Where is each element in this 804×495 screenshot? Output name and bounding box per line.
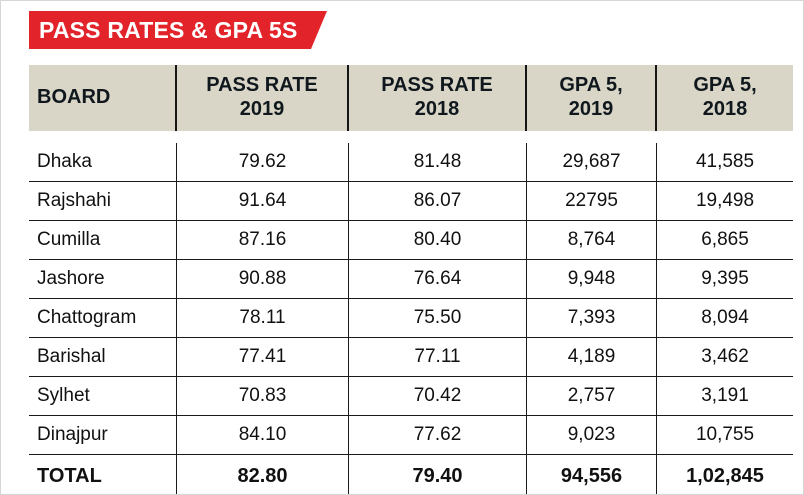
- board-name-cell: Barishal: [29, 338, 177, 376]
- table-row: Rajshahi 91.64 86.07 22795 19,498: [29, 182, 793, 221]
- gpa5-2018-cell: 1,02,845: [686, 464, 764, 487]
- pass-rate-2019-cell: 78.11: [177, 299, 349, 337]
- gpa5-2018-cell: 3,462: [701, 346, 749, 367]
- column-header-board: BOARD: [29, 65, 177, 131]
- column-header-label: PASS RATE: [381, 74, 493, 97]
- gpa5-2019-cell: 2,757: [527, 377, 657, 415]
- table-row: Barishal 77.41 77.11 4,189 3,462: [29, 338, 793, 377]
- title-banner: PASS RATES & GPA 5S: [29, 11, 327, 49]
- page-title: PASS RATES & GPA 5S: [39, 16, 298, 43]
- column-header-label: PASS RATE: [206, 74, 318, 97]
- table-row: Dhaka 79.62 81.48 29,687 41,585: [29, 143, 793, 182]
- column-header-label: 2019: [568, 98, 614, 120]
- gpa5-2018-cell: 8,094: [701, 307, 749, 328]
- column-header-gpa5-2019: GPA 5, 2019: [527, 65, 657, 131]
- gpa5-2018-cell: 41,585: [695, 151, 755, 172]
- gpa5-2019-cell: 22795: [527, 182, 657, 220]
- pass-rate-2018-cell: 77.11: [349, 338, 527, 376]
- board-name-cell: Chattogram: [29, 299, 177, 337]
- pass-rate-2018-cell: 80.40: [349, 221, 527, 259]
- gpa5-2019-cell: 94,556: [527, 455, 657, 494]
- column-header-pass-rate-2019: PASS RATE 2019: [177, 65, 349, 131]
- pass-rate-2018-cell: 79.40: [349, 455, 527, 494]
- board-name-cell: Rajshahi: [29, 182, 177, 220]
- gpa5-2018-cell: 6,865: [701, 229, 749, 250]
- table-row: Dinajpur 84.10 77.62 9,023 10,755: [29, 416, 793, 455]
- pass-rates-table: BOARD PASS RATE 2019 PASS RATE 2018 GPA …: [29, 65, 793, 494]
- gpa5-2019-cell: 9,023: [527, 416, 657, 454]
- gpa5-2018-cell: 9,395: [701, 268, 749, 289]
- board-name-cell: Cumilla: [29, 221, 177, 259]
- column-header-pass-rate-2018: PASS RATE 2018: [349, 65, 527, 131]
- gpa5-2018-cell: 19,498: [695, 190, 755, 211]
- pass-rate-2019-cell: 79.62: [177, 143, 349, 181]
- pass-rate-2018-cell: 81.48: [349, 143, 527, 181]
- column-header-label: 2018: [702, 98, 748, 120]
- pass-rate-2018-cell: 75.50: [349, 299, 527, 337]
- table-row: Chattogram 78.11 75.50 7,393 8,094: [29, 299, 793, 338]
- gpa5-2019-cell: 7,393: [527, 299, 657, 337]
- gpa5-2019-cell: 8,764: [527, 221, 657, 259]
- board-name-cell: Dhaka: [29, 143, 177, 181]
- table-row: Sylhet 70.83 70.42 2,757 3,191: [29, 377, 793, 416]
- pass-rate-2019-cell: 87.16: [177, 221, 349, 259]
- pass-rate-2019-cell: 70.83: [177, 377, 349, 415]
- gpa5-2018-cell: 10,755: [695, 424, 755, 445]
- table-body: Dhaka 79.62 81.48 29,687 41,585 Rajshahi…: [29, 143, 793, 494]
- pass-rate-2019-cell: 84.10: [177, 416, 349, 454]
- pass-rate-2019-cell: 77.41: [177, 338, 349, 376]
- pass-rate-2018-cell: 86.07: [349, 182, 527, 220]
- gpa5-2019-cell: 29,687: [527, 143, 657, 181]
- column-header-gpa5-2018: GPA 5, 2018: [657, 65, 793, 131]
- column-header-label: BOARD: [37, 86, 111, 109]
- column-header-label: GPA 5,: [693, 74, 757, 97]
- gpa5-2019-cell: 4,189: [527, 338, 657, 376]
- pass-rate-2019-cell: 82.80: [177, 455, 349, 494]
- gpa5-2019-cell: 9,948: [527, 260, 657, 298]
- gpa5-2018-cell: 3,191: [701, 385, 749, 406]
- column-header-label: GPA 5,: [559, 74, 623, 97]
- pass-rate-2019-cell: 91.64: [177, 182, 349, 220]
- board-name-cell: Jashore: [29, 260, 177, 298]
- table-total-row: TOTAL 82.80 79.40 94,556 1,02,845: [29, 455, 793, 494]
- pass-rate-2018-cell: 76.64: [349, 260, 527, 298]
- table-row: Jashore 90.88 76.64 9,948 9,395: [29, 260, 793, 299]
- table-row: Cumilla 87.16 80.40 8,764 6,865: [29, 221, 793, 260]
- board-name-cell: Sylhet: [29, 377, 177, 415]
- pass-rate-2018-cell: 77.62: [349, 416, 527, 454]
- column-header-label: 2019: [239, 98, 285, 120]
- pass-rate-2018-cell: 70.42: [349, 377, 527, 415]
- board-name-cell: TOTAL: [29, 455, 177, 494]
- pass-rate-2019-cell: 90.88: [177, 260, 349, 298]
- column-header-label: 2018: [414, 98, 460, 120]
- table-header-row: BOARD PASS RATE 2019 PASS RATE 2018 GPA …: [29, 65, 793, 131]
- board-name-cell: Dinajpur: [29, 416, 177, 454]
